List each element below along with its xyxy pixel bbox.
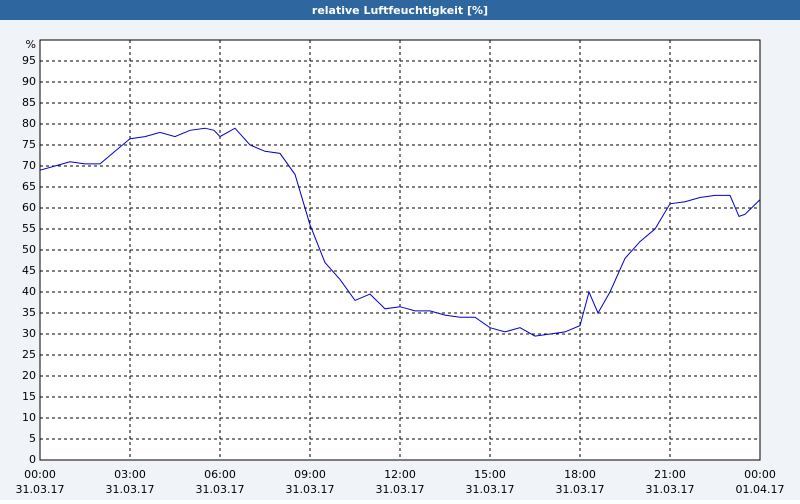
x-tick-label: 00:00	[24, 468, 56, 481]
y-tick-label: 50	[22, 243, 36, 256]
y-tick-label: 60	[22, 201, 36, 214]
x-tick-label: 21:00	[654, 468, 686, 481]
x-tick-date: 31.03.17	[556, 483, 605, 496]
x-tick-date: 31.03.17	[196, 483, 245, 496]
y-tick-label: 55	[22, 222, 36, 235]
y-tick-label: 80	[22, 117, 36, 130]
x-tick-label: 18:00	[564, 468, 596, 481]
y-axis-label: %	[26, 38, 36, 51]
x-tick-date: 01.04.17	[736, 483, 785, 496]
x-tick-date: 31.03.17	[646, 483, 695, 496]
y-tick-label: 25	[22, 348, 36, 361]
y-tick-label: 15	[22, 390, 36, 403]
x-tick-date: 31.03.17	[106, 483, 155, 496]
data-line	[39, 127, 761, 337]
y-tick-label: 10	[22, 411, 36, 424]
y-tick-label: 95	[22, 54, 36, 67]
x-tick-label: 06:00	[204, 468, 236, 481]
y-tick-label: 90	[22, 75, 36, 88]
y-tick-label: 40	[22, 285, 36, 298]
y-tick-label: 85	[22, 96, 36, 109]
x-tick-label: 03:00	[114, 468, 146, 481]
x-tick-label: 12:00	[384, 468, 416, 481]
x-tick-date: 31.03.17	[286, 483, 335, 496]
y-tick-label: 5	[29, 432, 36, 445]
y-tick-label: 65	[22, 180, 36, 193]
x-tick-label: 09:00	[294, 468, 326, 481]
y-tick-label: 70	[22, 159, 36, 172]
x-tick-date: 31.03.17	[16, 483, 65, 496]
chart-title: relative Luftfeuchtigkeit [%]	[312, 4, 488, 17]
y-tick-label: 45	[22, 264, 36, 277]
y-tick-label: 35	[22, 306, 36, 319]
x-tick-label: 15:00	[474, 468, 506, 481]
x-tick-date: 31.03.17	[466, 483, 515, 496]
x-tick-label: 00:00	[744, 468, 776, 481]
y-tick-label: 30	[22, 327, 36, 340]
y-tick-label: 20	[22, 369, 36, 382]
title-bar	[0, 0, 800, 20]
y-tick-label: 75	[22, 138, 36, 151]
x-tick-date: 31.03.17	[376, 483, 425, 496]
y-tick-label: 0	[29, 453, 36, 466]
